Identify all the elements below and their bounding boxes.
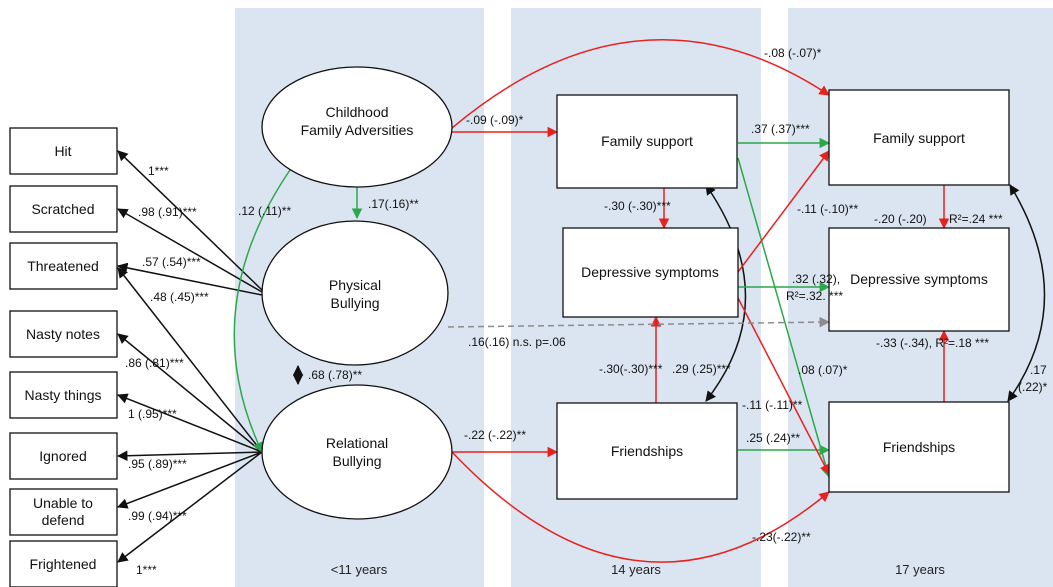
coef-fs14-fr14-cov: .29 (.25)*** — [672, 362, 731, 376]
latent-cfa — [261, 66, 453, 188]
box-fs14 — [556, 94, 738, 189]
path-rb-fr17 — [451, 451, 830, 563]
coef-threatened: .57 (.54)*** — [142, 255, 201, 269]
coef-fs17-fr17-b: (.22)* — [1018, 380, 1048, 394]
path-pb-dep17-ns — [447, 316, 831, 328]
arrow-fs14-fr14-cov — [705, 184, 747, 402]
coef-fr17-dep17: -.33 (-.34), R²=.18 *** — [876, 336, 989, 350]
latent-rb — [261, 384, 453, 520]
coef-cfa-pb: .17(.16)** — [368, 197, 419, 211]
indicator-nasty-notes-box — [9, 310, 118, 358]
arrow-rb-nasty-things — [117, 393, 263, 453]
indicator-scratched: Scratched — [31, 201, 94, 217]
coef-unable: .99 (.94)*** — [128, 509, 187, 523]
coef-fs14-dep17: -.11 (-.10)** — [797, 202, 858, 216]
arrow-rb-ignored — [116, 450, 263, 461]
coef-rb-fr14: -.22 (-.22)** — [464, 428, 526, 442]
arrow-rb-threatened — [117, 267, 263, 453]
indicator-frightened: Frightened — [30, 556, 97, 572]
path-cfa-fs17 — [451, 39, 830, 129]
latent-cfa-line1: Childhood — [325, 104, 388, 120]
indicator-ignored: Ignored — [39, 448, 86, 464]
coef-cfa-fs14: -.09 (-.09)* — [466, 113, 524, 127]
coefficients: 1*** .98 (.91)*** .57 (.54)*** .48 (.45)… — [125, 46, 1048, 577]
latent-rb-line2: Bullying — [332, 453, 381, 469]
coef-nasty-things: 1 (.95)*** — [128, 407, 177, 421]
indicator-unable-line2: defend — [42, 512, 85, 528]
coef-ignored: .95 (.89)*** — [128, 457, 187, 471]
coef-frightened: 1*** — [136, 563, 157, 577]
coef-fs17-fr17-a: .17 — [1030, 363, 1047, 377]
coef-fs14-fr17: .08 (.07)* — [798, 363, 848, 377]
arrow-rb-nasty-notes — [117, 333, 263, 453]
coef-hit: 1*** — [148, 164, 169, 178]
coef-pb-dep17: .16(.16) n.s. p=.06 — [468, 335, 566, 349]
path-cfa-rb — [233, 169, 291, 453]
path-dep14-fs17 — [737, 150, 830, 273]
coef-scratched: .98 (.91)*** — [138, 205, 197, 219]
box-fr17 — [828, 401, 1010, 493]
coef-dep14-dep17-a: .32 (.32), — [792, 272, 840, 286]
arrow-rb-unable — [117, 451, 263, 509]
coef-fs14-dep14: -.30 (-.30)*** — [604, 199, 671, 213]
indicator-nasty-things-box — [9, 371, 118, 419]
box-dep17-label: Depressive symptoms — [850, 271, 988, 287]
box-fr14-label: Friendships — [611, 443, 683, 459]
latent-cfa-line2: Family Adversities — [301, 122, 414, 138]
box-dep14 — [562, 227, 739, 318]
indicator-frightened-box — [9, 540, 118, 587]
path-fs14-fr17 — [737, 157, 832, 479]
box-dep17 — [828, 227, 1010, 332]
coef-cfa-rb: .12 (.11)** — [238, 204, 291, 218]
box-fs17-label: Family support — [873, 130, 965, 146]
indicator-nasty-things: Nasty things — [24, 387, 101, 403]
path-dep14-fr17 — [737, 297, 830, 475]
indicator-scratched-box — [9, 185, 118, 233]
band-label-14: 14 years — [611, 562, 661, 577]
coef-threatened-rb: .48 (.45)*** — [150, 290, 209, 304]
band-label-17: 17 years — [895, 562, 945, 577]
latent-pb-line2: Bullying — [330, 295, 379, 311]
indicator-threatened: Threatened — [27, 258, 99, 274]
observed-variables: Family support Depressive symptoms Frien… — [556, 89, 1010, 500]
arrow-pb-hit — [117, 150, 263, 291]
arrow-fs17-fr17-cov — [1007, 184, 1046, 402]
indicator-unable-box — [9, 488, 118, 536]
indicator-ignored-box — [9, 432, 118, 480]
coef-fr14-fr17: .25 (.24)** — [746, 431, 800, 445]
latent-pb-line1: Physical — [329, 277, 381, 293]
indicator-hit-box — [9, 127, 118, 175]
coef-rb-fr17: -.23(-.22)** — [752, 530, 811, 544]
arrow-rb-frightened — [117, 451, 263, 563]
box-dep14-label: Depressive symptoms — [581, 264, 719, 280]
box-fr14 — [556, 402, 738, 500]
coef-fs17-dep17: -.20 (-.20) — [874, 212, 927, 226]
positive-paths — [233, 137, 832, 479]
coef-dep14-fr17: -.11 (-.11)** — [742, 398, 803, 412]
coef-fs14-fs17: .37 (.37)*** — [751, 122, 810, 136]
latent-pb — [261, 220, 449, 366]
coef-cfa-fs17: -.08 (-.07)* — [764, 46, 822, 60]
negative-paths — [451, 39, 950, 563]
latent-variables: Childhood Family Adversities Physical Bu… — [261, 66, 453, 520]
box-fs17 — [828, 89, 1010, 186]
coef-fr14-dep14: -.30(-.30)*** — [599, 362, 663, 376]
box-fs14-label: Family support — [601, 133, 693, 149]
indicator-nasty-notes: Nasty notes — [26, 326, 100, 342]
coef-dep17-r2: R²=.24 *** — [949, 212, 1003, 226]
coef-nasty-notes: .86 (.81)*** — [125, 356, 184, 370]
coef-dep14-dep17-b: R²=.32. *** — [786, 289, 843, 303]
indicator-boxes: Hit Scratched Threatened Nasty notes Nas… — [9, 127, 118, 587]
arrow-pb-scratched — [117, 208, 263, 293]
box-fr17-label: Friendships — [883, 439, 955, 455]
latent-rb-line1: Relational — [326, 435, 388, 451]
indicator-unable-line1: Unable to — [33, 495, 93, 511]
indicator-threatened-box — [9, 242, 118, 290]
indicator-hit: Hit — [54, 143, 71, 159]
coef-pb-rb: .68 (.78)** — [308, 368, 362, 382]
band-label-under-11: <11 years — [331, 562, 388, 577]
